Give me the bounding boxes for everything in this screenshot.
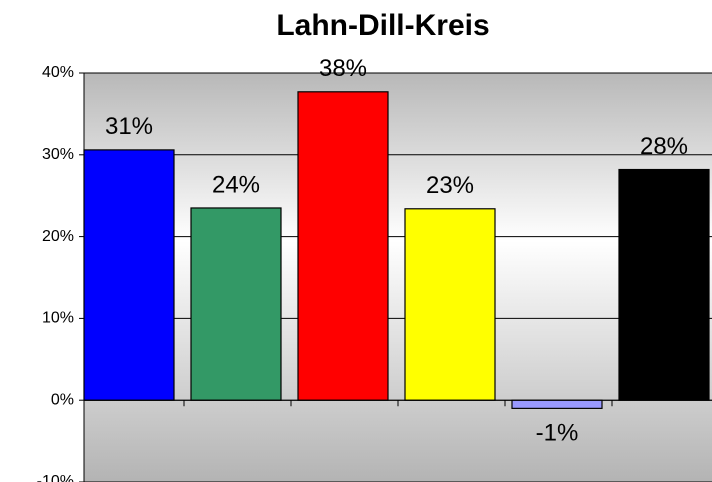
value-label: 24% xyxy=(212,171,260,198)
bar xyxy=(190,207,282,401)
y-tick-label: 30% xyxy=(42,146,74,163)
y-tick-label: 40% xyxy=(42,64,74,81)
bar xyxy=(618,168,710,401)
value-label: 38% xyxy=(319,55,367,82)
bar xyxy=(511,399,603,409)
plot-area xyxy=(84,73,712,482)
bar xyxy=(297,91,389,401)
value-label: 28% xyxy=(640,133,688,160)
bar xyxy=(83,149,175,401)
value-label: 31% xyxy=(105,113,153,140)
y-tick-label: 0% xyxy=(51,391,74,408)
bar xyxy=(404,208,496,401)
y-tick-label: 20% xyxy=(42,228,74,245)
y-tick-label: 10% xyxy=(42,310,74,327)
chart-title: Lahn-Dill-Kreis xyxy=(276,9,489,42)
value-label: -1% xyxy=(536,420,579,447)
value-label: 23% xyxy=(426,172,474,199)
y-tick-label: -10% xyxy=(37,473,74,482)
